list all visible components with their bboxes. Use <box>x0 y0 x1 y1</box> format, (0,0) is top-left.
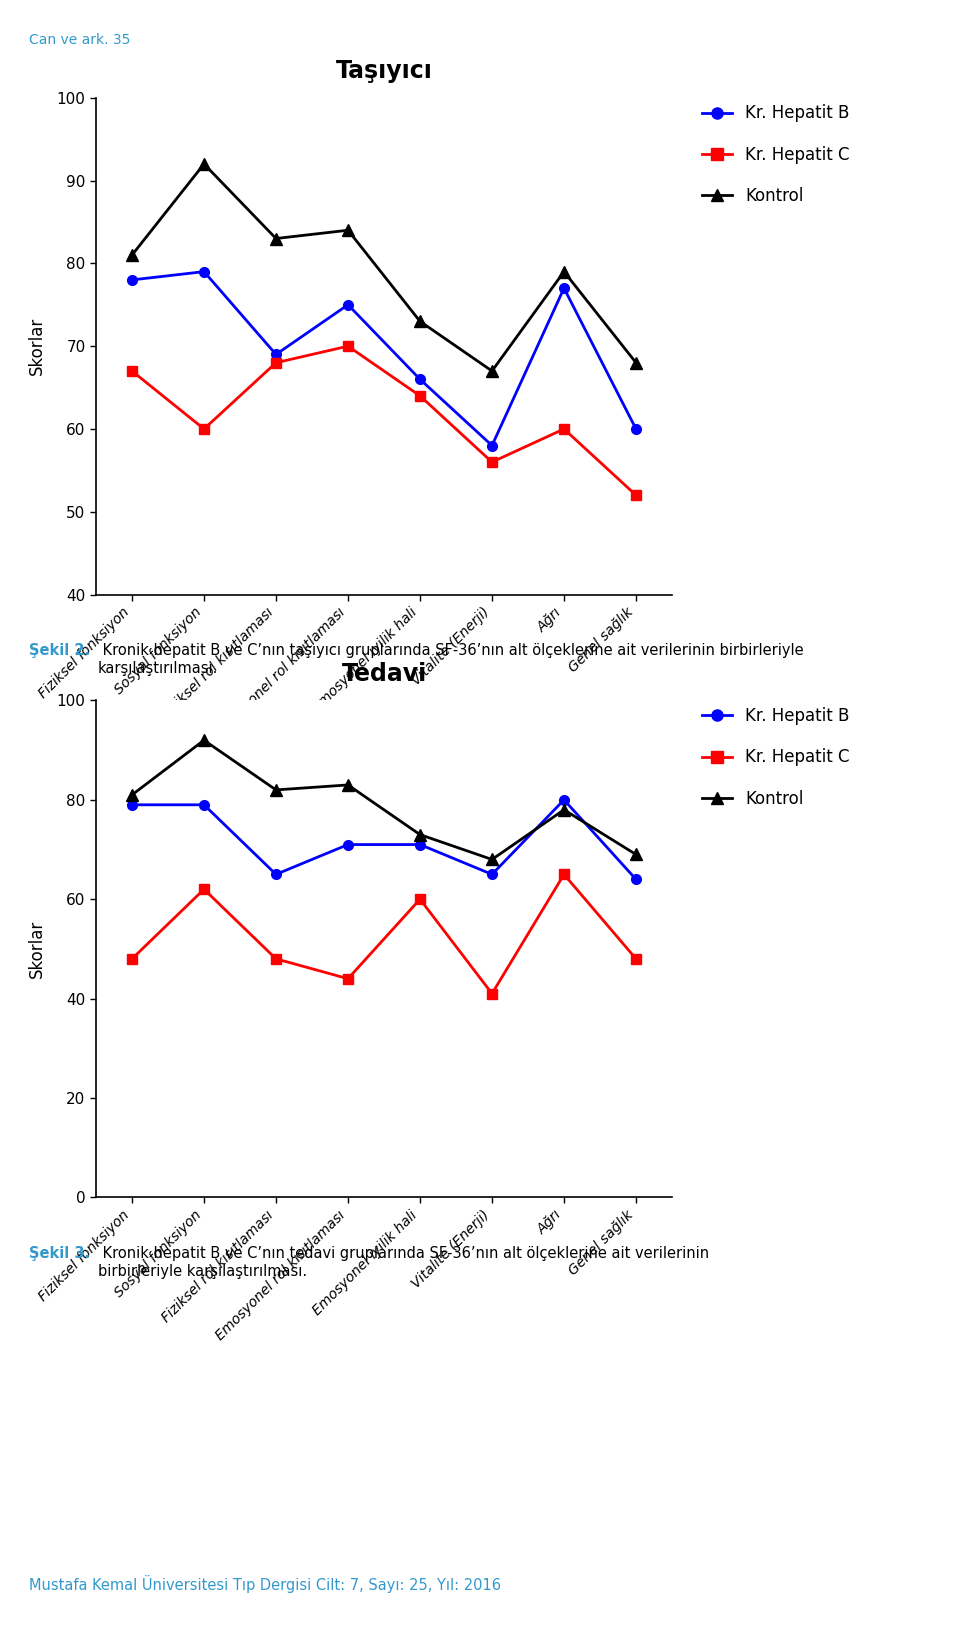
Text: Mustafa Kemal Üniversitesi Tıp Dergisi Cilt: 7, Sayı: 25, Yıl: 2016: Mustafa Kemal Üniversitesi Tıp Dergisi C… <box>29 1575 501 1593</box>
Text: Şekil 2.: Şekil 2. <box>29 643 90 658</box>
Y-axis label: Skorlar: Skorlar <box>28 920 45 977</box>
Text: Kronik hepatit B ve C’nın taşıyıcı gruplarında SF-36’nın alt ölçeklerine ait ver: Kronik hepatit B ve C’nın taşıyıcı grupl… <box>98 643 804 676</box>
Y-axis label: Skorlar: Skorlar <box>28 318 45 375</box>
Title: Tedavi: Tedavi <box>342 661 426 686</box>
Text: Kronik hepatit B ve C’nın tedavi gruplarında SF-36’nın alt ölçeklerine ait veril: Kronik hepatit B ve C’nın tedavi gruplar… <box>98 1246 709 1279</box>
Legend: Kr. Hepatit B, Kr. Hepatit C, Kontrol: Kr. Hepatit B, Kr. Hepatit C, Kontrol <box>695 700 856 814</box>
Text: Şekil 3.: Şekil 3. <box>29 1246 90 1261</box>
Title: Taşıyıcı: Taşıyıcı <box>336 59 432 83</box>
Legend: Kr. Hepatit B, Kr. Hepatit C, Kontrol: Kr. Hepatit B, Kr. Hepatit C, Kontrol <box>695 98 856 212</box>
Text: Can ve ark. 35: Can ve ark. 35 <box>29 33 131 47</box>
